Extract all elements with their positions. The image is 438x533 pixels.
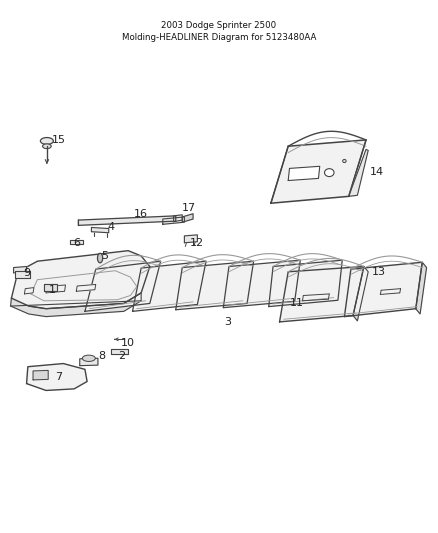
Polygon shape	[163, 217, 184, 224]
Polygon shape	[269, 260, 342, 306]
Text: 15: 15	[52, 135, 66, 145]
Text: 12: 12	[191, 238, 205, 248]
Polygon shape	[223, 260, 300, 308]
Ellipse shape	[42, 144, 51, 149]
Polygon shape	[349, 149, 368, 196]
Text: 2: 2	[118, 351, 125, 361]
Polygon shape	[182, 214, 193, 222]
Polygon shape	[27, 364, 87, 391]
Polygon shape	[92, 228, 109, 233]
Polygon shape	[80, 358, 98, 366]
Polygon shape	[279, 266, 364, 322]
Polygon shape	[85, 261, 161, 311]
Text: 17: 17	[182, 204, 196, 214]
Polygon shape	[11, 293, 141, 317]
Polygon shape	[25, 288, 34, 294]
Text: 16: 16	[134, 209, 148, 219]
Polygon shape	[111, 349, 128, 353]
Ellipse shape	[343, 159, 346, 163]
Polygon shape	[184, 235, 198, 243]
Text: 10: 10	[121, 338, 135, 348]
Polygon shape	[14, 266, 27, 273]
Ellipse shape	[40, 138, 53, 144]
Text: 8: 8	[99, 351, 106, 361]
Text: 3: 3	[224, 317, 231, 327]
Polygon shape	[70, 240, 83, 244]
Text: 6: 6	[73, 238, 80, 248]
Ellipse shape	[98, 253, 102, 263]
Polygon shape	[353, 266, 368, 321]
Polygon shape	[46, 285, 66, 293]
Text: 11: 11	[290, 298, 304, 309]
Polygon shape	[416, 262, 427, 314]
Text: 13: 13	[372, 267, 386, 277]
Ellipse shape	[325, 168, 334, 176]
Polygon shape	[173, 215, 182, 222]
Text: 5: 5	[101, 251, 108, 261]
Text: 2003 Dodge Sprinter 2500
Molding-HEADLINER Diagram for 5123480AA: 2003 Dodge Sprinter 2500 Molding-HEADLIN…	[122, 21, 316, 42]
Polygon shape	[271, 140, 366, 203]
Text: 9: 9	[23, 268, 30, 278]
Polygon shape	[76, 285, 96, 292]
Polygon shape	[133, 261, 206, 311]
Polygon shape	[11, 251, 150, 309]
Polygon shape	[15, 271, 30, 278]
Polygon shape	[344, 262, 422, 317]
Text: 1: 1	[49, 285, 56, 295]
Polygon shape	[288, 166, 320, 181]
Ellipse shape	[82, 355, 95, 361]
Polygon shape	[33, 370, 48, 380]
Polygon shape	[78, 216, 176, 225]
Text: 7: 7	[56, 372, 63, 382]
Polygon shape	[176, 261, 254, 310]
Text: 14: 14	[370, 166, 384, 176]
Text: 4: 4	[107, 222, 114, 232]
Polygon shape	[44, 284, 57, 292]
